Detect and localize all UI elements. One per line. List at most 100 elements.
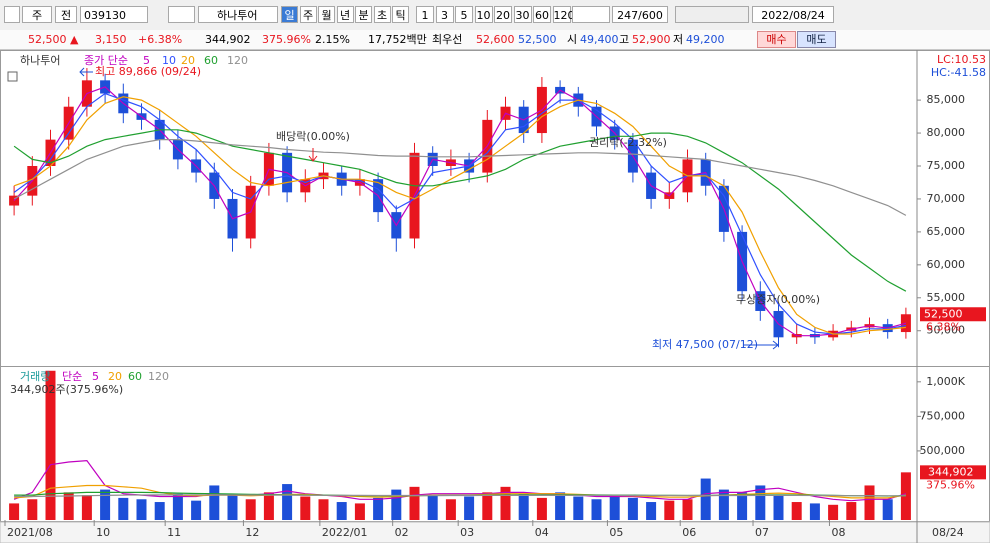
y-tick-label: 55,000 (927, 291, 966, 304)
arrow (308, 148, 318, 162)
volume-bar (45, 370, 56, 520)
volume-bar (9, 503, 20, 520)
volume-bar (354, 503, 365, 520)
volume-bar (27, 499, 38, 520)
prev-button[interactable]: 전 (55, 6, 77, 23)
volume-bar (791, 502, 802, 520)
volume-bar (737, 492, 748, 520)
volume-bar (828, 504, 839, 520)
menu-icon[interactable] (4, 6, 20, 23)
count-box[interactable]: 247/600 (612, 6, 668, 23)
legend-entry: 10 (162, 54, 176, 67)
toolbar-button[interactable]: 60 (533, 6, 551, 23)
volume-bar (664, 500, 675, 520)
x-tick-label: 10 (96, 526, 110, 539)
volume-ma-line (14, 494, 906, 498)
code-input[interactable]: 039130 (80, 6, 148, 23)
blank-select[interactable] (572, 6, 610, 23)
buy-button[interactable]: 매수 (757, 31, 796, 48)
y-tick-label: 1,000K (926, 375, 965, 388)
ma-line (13, 96, 906, 335)
toolbar-button[interactable]: 10 (474, 6, 493, 23)
toolbar-button[interactable]: 초 (373, 6, 391, 23)
toolbar-button[interactable]: 년 (336, 6, 354, 23)
toolbar-button[interactable]: 5 (455, 6, 473, 23)
volume-bar (136, 499, 147, 520)
volume-bar (864, 485, 875, 520)
arrow (744, 340, 779, 350)
toolbar-button[interactable]: 1 (416, 6, 434, 23)
y-tick-label: 75,000 (927, 159, 966, 172)
x-tick-label: 04 (535, 526, 549, 539)
price-tag (920, 307, 986, 322)
volume-bar (846, 502, 857, 520)
arrow (79, 67, 93, 77)
volume-bar (718, 489, 729, 520)
low: 49,200 (686, 33, 725, 46)
legend-entry: 120 (148, 370, 169, 383)
volume-bar (318, 499, 329, 520)
volume-bar (482, 492, 493, 520)
toolbar-button[interactable]: 분 (355, 6, 372, 23)
y-tick-label: 65,000 (927, 225, 966, 238)
ma-line (13, 92, 907, 335)
toolbar-button[interactable]: 월 (318, 6, 335, 23)
bid: 52,500 (518, 33, 557, 46)
volume-bar (445, 499, 456, 520)
y-tick-label: 70,000 (927, 192, 966, 205)
volume-bar (609, 495, 620, 520)
x-tick-label: 03 (460, 526, 474, 539)
name-box[interactable]: 하나투어 (198, 6, 278, 23)
annotation: 권리락(-2.32%) (589, 136, 667, 149)
volume-bar (100, 489, 111, 520)
y-tick-label: 750,000 (920, 409, 966, 422)
toolbar-button[interactable]: 20 (494, 6, 512, 23)
volume-bar (755, 485, 766, 520)
legend-title: 하나투어 (20, 53, 60, 67)
toolbar-button[interactable]: 3 (435, 6, 454, 23)
x-tick-label: 11 (167, 526, 181, 539)
toolbar-button[interactable]: 120 (552, 6, 575, 23)
price: 52,500 (28, 33, 67, 46)
toolbar-button[interactable]: 30 (513, 6, 532, 23)
volume-bar (409, 486, 420, 520)
legend-entry: 5 (92, 370, 99, 383)
volume-bar (773, 495, 784, 520)
volume-tag (920, 465, 986, 480)
volume-bar (700, 478, 711, 520)
y-tick-label: 80,000 (927, 126, 966, 139)
x-axis-band (0, 521, 990, 543)
toolbar-button[interactable]: 일 (281, 6, 298, 23)
toolbar-button[interactable]: 틱 (392, 6, 409, 23)
sound-icon[interactable] (168, 6, 195, 23)
change-pct: +6.38% (138, 33, 183, 46)
volume-bar (245, 499, 256, 520)
ma-line (13, 139, 907, 216)
legend-title: 거래량 (20, 370, 50, 383)
toolbar-button[interactable]: 주 (299, 6, 317, 23)
sell-button[interactable]: 매도 (797, 31, 836, 48)
volume-bar (555, 492, 566, 520)
date-input[interactable]: 2022/08/24 (752, 6, 834, 23)
price-panel (0, 50, 990, 367)
tool-icons[interactable] (675, 6, 749, 23)
legend-entry: 120 (227, 54, 248, 67)
volume-bar (282, 484, 293, 520)
legend-square (7, 71, 18, 82)
legend-label: 단순 (62, 370, 82, 383)
price-tag-label: 52,500 (924, 307, 963, 320)
ma-line (13, 86, 907, 337)
lc-label: LC:10.53 (937, 53, 986, 66)
volume-bar (518, 493, 529, 520)
y-tick-label: 60,000 (927, 258, 966, 271)
volume-bar (646, 502, 657, 520)
volume-ma-line (13, 459, 907, 502)
x-tick-label: 07 (755, 526, 769, 539)
volume-bar (300, 496, 311, 520)
volume-bar (427, 495, 438, 520)
x-tick-label: 2022/01 (322, 526, 368, 539)
volume-bar (573, 496, 584, 520)
market-select[interactable]: 주 (22, 6, 52, 23)
